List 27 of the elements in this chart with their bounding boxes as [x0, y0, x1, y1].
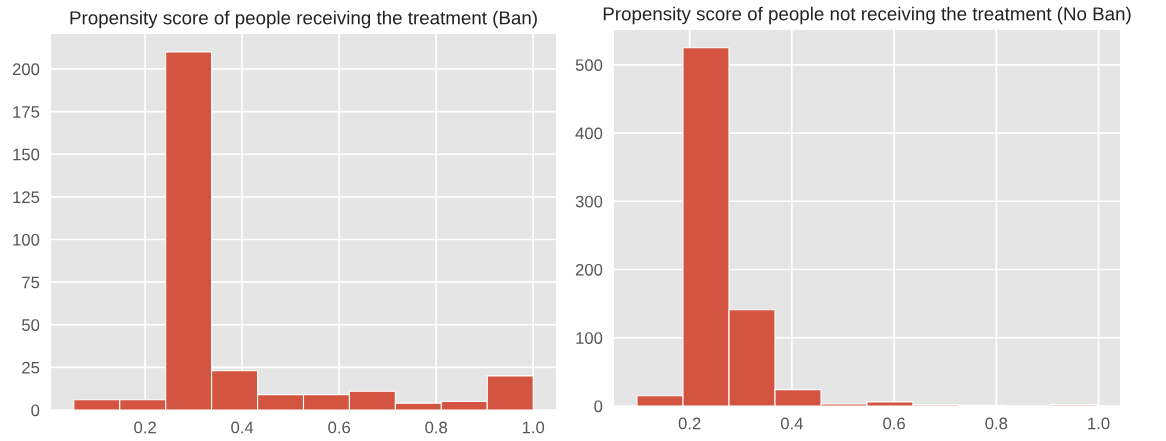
- y-tick-label: 100: [13, 233, 40, 246]
- x-tick-label: 1.0: [1088, 417, 1110, 430]
- x-tick-label: 0.8: [425, 421, 448, 434]
- x-tick-label: 0.6: [883, 417, 905, 430]
- y-tick-label: 175: [13, 106, 40, 118]
- y-tick-label: 200: [12, 63, 40, 76]
- y-tick-label: 0: [594, 400, 603, 413]
- y-tick-label: 125: [13, 191, 40, 204]
- y-tick-label: 500: [575, 59, 603, 72]
- x-tick-label: 0.8: [985, 417, 1008, 430]
- y-tick-label: 25: [22, 361, 40, 374]
- x-tick-label: 0.6: [328, 421, 351, 434]
- chart-title: Propensity score of people receiving the treatment (Ban): [70, 10, 537, 29]
- y-tick-label: 200: [575, 263, 603, 276]
- y-tick-label: 50: [22, 319, 40, 331]
- x-tick-label: 0.4: [780, 417, 803, 430]
- y-tick-label: 75: [22, 276, 40, 289]
- x-tick-label: 0.4: [231, 421, 254, 434]
- x-tick-label: 0.2: [678, 417, 701, 430]
- y-tick-label: 300: [575, 195, 603, 208]
- y-tick-label: 100: [576, 332, 603, 344]
- y-tick-label: 0: [31, 404, 40, 417]
- y-tick-label: 400: [575, 127, 603, 140]
- x-tick-label: 1.0: [522, 421, 545, 434]
- y-tick-label: 150: [13, 148, 40, 161]
- x-tick-label: 0.2: [134, 421, 156, 434]
- chart-title: Propensity score of people not receiving the treatment (No Ban): [603, 6, 1131, 25]
